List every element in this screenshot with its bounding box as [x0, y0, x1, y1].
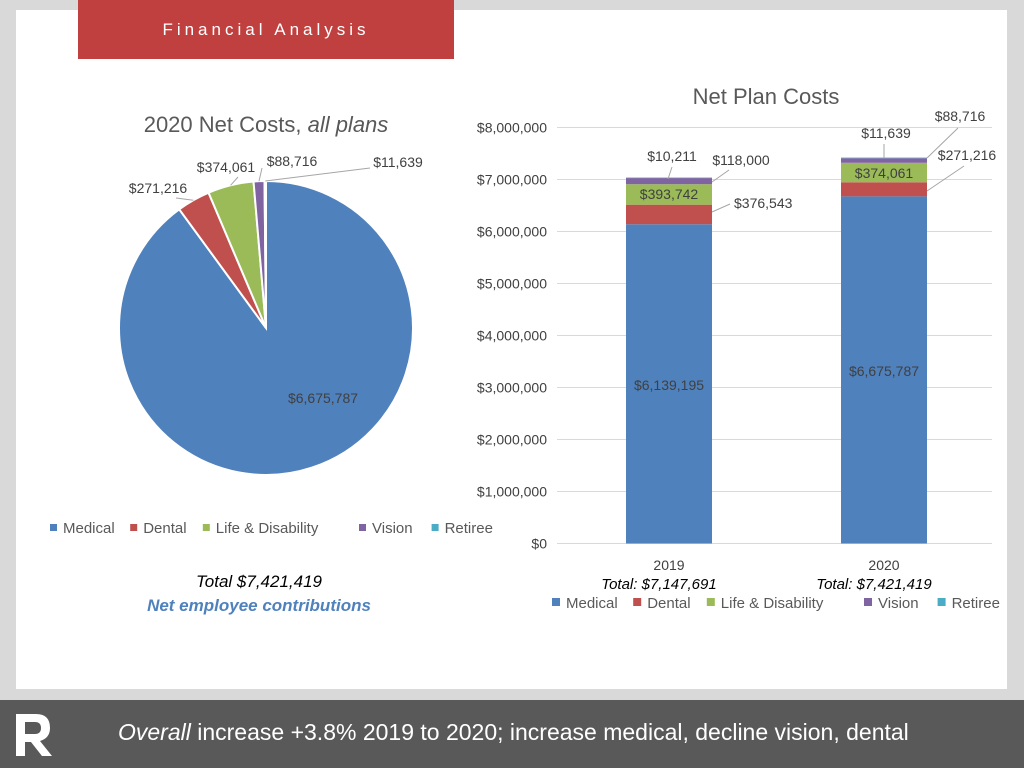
bar-legend-swatch-retiree: [937, 598, 946, 606]
bar-ytick-label: $8,000,000: [477, 120, 547, 136]
pie-legend-medical: Medical: [63, 520, 115, 537]
bar-label-2020-dental: $271,216: [938, 147, 997, 163]
bar-ytick-label: $7,000,000: [477, 172, 547, 188]
pie-label-life-disability: $374,061: [197, 159, 256, 175]
charts-canvas: 2020 Net Costs, all plans $6,675,787 $271…: [50, 84, 1000, 615]
bar-label-2020-life-disability: $374,061: [855, 165, 914, 181]
bar-legend-life-disability: Life & Disability: [721, 595, 824, 612]
bar-leader-2020-vision: [926, 127, 959, 159]
logo-r-icon: [16, 714, 52, 756]
bar-label-2020-medical: $6,675,787: [849, 363, 919, 379]
bar-legend-swatch-life-disability: [706, 598, 715, 606]
bar-legend-swatch-dental: [633, 598, 642, 606]
pie-legend-life-disability: Life & Disability: [216, 520, 319, 537]
bar-chart: 2019 Total: $7,147,691 2020 Total: $7,421,4…: [601, 157, 932, 593]
bar-label-2019-dental: $376,543: [734, 195, 793, 211]
bar-2020-life-disability: [841, 162, 927, 183]
bar-legend-swatch-vision: [864, 598, 872, 606]
pie-leader-dental: [175, 197, 194, 201]
bar-data-labels: $6,139,195 $393,742 $376,543 $10,211 $118,00…: [634, 108, 996, 393]
bar-2019-dental: [626, 204, 712, 225]
bar-label-2019-vision: $118,000: [712, 152, 770, 168]
bar-legend-dental: Dental: [647, 595, 690, 612]
footer-bar: [0, 700, 1024, 768]
pie-contributions: Net employee contributions: [147, 596, 371, 615]
pie-legend-swatch-retiree: [431, 524, 439, 531]
pie-legend-swatch-life-disability: [202, 524, 210, 531]
bar-label-2019-medical: $6,139,195: [634, 377, 704, 393]
bar-ytick-label: $3,000,000: [477, 380, 547, 396]
bar-title: Net Plan Costs: [693, 84, 840, 109]
bar-2019-medical: [626, 224, 712, 544]
bar-2019-retiree: [626, 177, 712, 179]
bar-legend: Medical Dental Life & Disability Vision Reti…: [552, 595, 1000, 612]
bar-ytick-label: $1,000,000: [477, 484, 547, 500]
bar-leader-2019-vision: [711, 169, 730, 183]
bar-ytick-label: $6,000,000: [477, 224, 547, 240]
pie-chart: $6,675,787 $271,216 $374,061 $88,716 $11,639: [118, 153, 423, 476]
bar-ytick-label: $2,000,000: [477, 432, 547, 448]
bar-xtick-2019: 2019: [653, 557, 684, 573]
bar-gridlines: $0 $1,000,000 $2,000,000 $3,000,000 $4,000,0…: [477, 120, 992, 552]
pie-legend-retiree: Retiree: [445, 520, 493, 537]
bar-label-2020-vision: $88,716: [935, 108, 986, 124]
pie-legend-swatch-medical: [50, 524, 57, 531]
pie-label-medical: $6,675,787: [288, 390, 358, 406]
bar-2020-medical: [841, 196, 927, 544]
pie-legend-swatch-dental: [130, 524, 138, 531]
pie-label-dental: $271,216: [129, 180, 188, 196]
pie-title: 2020 Net Costs, all plans: [144, 112, 389, 137]
bar-ytick-label: $0: [531, 536, 547, 552]
bar-legend-retiree: Retiree: [952, 595, 1000, 612]
bar-ytick-label: $5,000,000: [477, 276, 547, 292]
bar-label-2020-retiree: $11,639: [861, 125, 911, 141]
bar-2019-vision: [626, 178, 712, 185]
bar-leader-2019-dental: [711, 203, 731, 213]
bar-label-2019-life-disability: $393,742: [640, 186, 699, 202]
pie-label-vision: $88,716: [267, 153, 318, 169]
pie-label-retiree: $11,639: [373, 154, 423, 170]
pie-legend-dental: Dental: [143, 520, 186, 537]
bar-legend-vision: Vision: [878, 595, 919, 612]
pie-leader-retiree: [265, 167, 371, 182]
bar-total-2019: Total: $7,147,691: [601, 576, 716, 593]
bar-legend-swatch-medical: [552, 598, 560, 606]
pie-total: Total $7,421,419: [196, 572, 323, 591]
banner-title: Financial Analysis: [78, 0, 454, 59]
footer-summary: Overall increase +3.8% 2019 to 2020; inc…: [118, 719, 909, 745]
bar-legend-medical: Medical: [566, 595, 618, 612]
bar-2020-vision: [841, 158, 927, 163]
pie-legend-swatch-vision: [359, 524, 366, 531]
pie-legend: Medical Dental Life & Disability Vision Reti…: [50, 520, 493, 537]
bar-xtick-2020: 2020: [868, 557, 899, 573]
pie-legend-vision: Vision: [372, 520, 413, 537]
bar-ytick-label: $4,000,000: [477, 328, 547, 344]
bar-leader-2019-retiree: [667, 166, 673, 180]
bar-leader-2020-dental: [926, 165, 965, 192]
pie-leader-life-disability: [230, 176, 239, 186]
pie-leader-vision: [258, 167, 263, 182]
bar-label-2019-retiree: $10,211: [647, 148, 697, 164]
bar-2020-dental: [841, 182, 927, 197]
bar-total-2020: Total: $7,421,419: [816, 576, 932, 593]
bar-2019-life-disability: [626, 184, 712, 205]
